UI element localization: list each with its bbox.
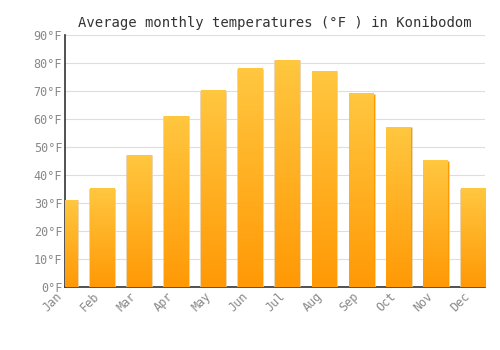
Bar <box>163 116 189 287</box>
Bar <box>274 60 300 287</box>
Bar <box>422 161 448 287</box>
Bar <box>348 94 374 287</box>
Bar <box>89 189 115 287</box>
Bar <box>52 200 78 287</box>
Bar <box>126 155 152 287</box>
Title: Average monthly temperatures (°F ) in Konibodom: Average monthly temperatures (°F ) in Ko… <box>78 16 472 30</box>
Bar <box>460 189 485 287</box>
Bar <box>312 71 338 287</box>
Bar <box>200 91 226 287</box>
Bar <box>386 127 411 287</box>
Bar <box>238 69 264 287</box>
